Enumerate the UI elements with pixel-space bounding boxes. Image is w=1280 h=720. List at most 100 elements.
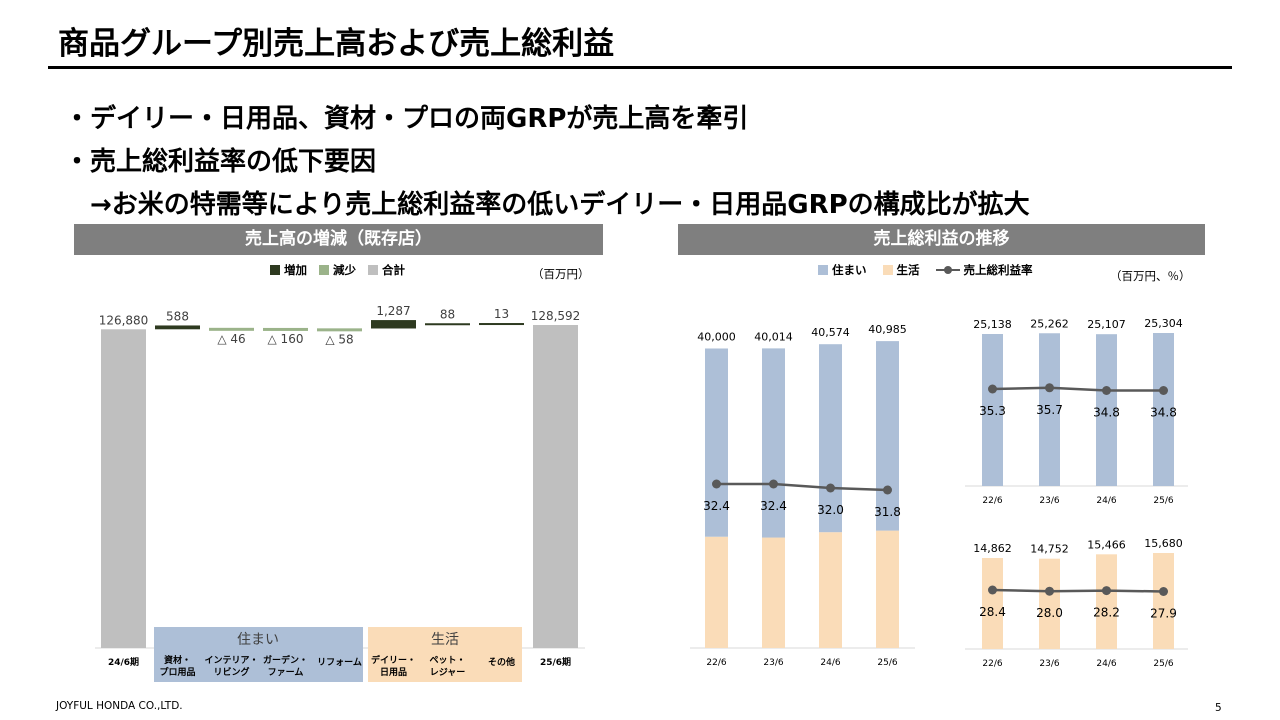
waterfall-data-label: △ 58 <box>325 332 353 346</box>
stacked-rate-label: 31.8 <box>874 505 901 519</box>
sumai-chart-rate-marker <box>1045 383 1054 393</box>
stacked-bar-sumai <box>762 348 785 538</box>
waterfall-category-label: インテリア・ <box>204 655 258 666</box>
waterfall-bar <box>317 328 362 332</box>
seikatsu-chart-bar <box>982 558 1003 649</box>
seikatsu-chart-x-tick-label: 23/6 <box>1039 659 1059 669</box>
legend-rate-line <box>935 266 960 274</box>
waterfall-category-label: プロ用品 <box>159 666 195 678</box>
waterfall-data-label: 588 <box>166 309 189 323</box>
sumai-chart-value-label: 25,138 <box>973 318 1012 331</box>
sumai-chart-rate-label: 34.8 <box>1093 406 1120 420</box>
waterfall-data-label: 13 <box>494 307 509 321</box>
waterfall-category-label: デイリー・ <box>371 654 416 666</box>
waterfall-bar <box>371 320 416 329</box>
sumai-gross-profit-chart: 25,138 22/6 25,262 23/6 25,107 24/6 25,304 25/6… <box>965 317 1188 506</box>
bullet-3: →お米の特需等により売上総利益率の低いデイリー・日用品GRPの構成比が拡大 <box>64 190 1030 220</box>
stacked-bar-sumai <box>705 348 728 537</box>
seikatsu-chart-x-tick-label: 25/6 <box>1153 659 1173 669</box>
legend-sumai-label: 住まい <box>832 263 867 277</box>
seikatsu-chart-rate-label: 27.9 <box>1150 607 1177 621</box>
waterfall-category-label: ペット・ <box>429 655 465 666</box>
seikatsu-chart-value-label: 14,862 <box>973 542 1012 555</box>
left-unit-label: （百万円） <box>532 267 590 281</box>
stacked-rate-line <box>716 482 888 492</box>
seikatsu-chart-rate-marker <box>1159 587 1168 596</box>
sumai-chart-bar <box>982 334 1003 486</box>
sumai-chart-x-tick-label: 22/6 <box>982 496 1002 506</box>
waterfall-bar <box>101 329 146 648</box>
group-label-seikatsu: 生活 <box>431 632 459 648</box>
stacked-bar-sumai <box>819 344 842 533</box>
sumai-chart-bar <box>1039 333 1060 486</box>
group-label-sumai: 住まい <box>237 632 279 648</box>
waterfall-category-label: リフォーム <box>317 657 362 668</box>
left-panel-header: 売上高の増減（既存店） <box>74 224 603 255</box>
title-divider <box>48 66 1232 69</box>
waterfall-bar <box>425 323 470 326</box>
page-title: 商品グループ別売上高および売上総利益 <box>58 26 615 62</box>
seikatsu-chart-rate-line <box>992 588 1164 593</box>
stacked-total-label: 40,000 <box>697 330 736 343</box>
seikatsu-chart-value-label: 15,680 <box>1144 537 1183 550</box>
legend-increase-swatch <box>270 265 280 275</box>
stacked-rate-marker <box>826 483 835 493</box>
right-panel-header: 売上総利益の推移 <box>678 224 1205 255</box>
seikatsu-chart-value-label: 14,752 <box>1030 543 1069 556</box>
stacked-bar-seikatsu <box>762 537 785 648</box>
right-legend: 住まい 生活 売上総利益率 <box>818 262 1033 278</box>
seikatsu-chart-rate-marker <box>1102 586 1111 596</box>
group-band-seikatsu <box>368 627 522 682</box>
stacked-rate-marker <box>712 479 721 489</box>
right-unit-label: （百万円、％） <box>1110 269 1191 283</box>
sumai-chart-rate-marker <box>1102 386 1111 395</box>
legend-decrease-swatch <box>319 265 330 275</box>
sumai-chart-value-label: 25,107 <box>1087 318 1126 331</box>
waterfall-bar <box>155 325 200 330</box>
waterfall-data-label: 1,287 <box>376 304 410 318</box>
legend-increase-label: 増加 <box>284 263 307 277</box>
waterfall-category-label: ガーデン・ <box>263 654 308 666</box>
bullet-1: ・デイリー・日用品、資材・プロの両GRPが売上高を牽引 <box>64 104 749 134</box>
stacked-total-label: 40,574 <box>811 326 850 339</box>
waterfall-bar <box>209 327 254 331</box>
stacked-bar-sumai <box>876 341 899 531</box>
stacked-rate-label: 32.0 <box>817 503 844 517</box>
sumai-chart-value-label: 25,304 <box>1144 317 1183 330</box>
legend-total-swatch <box>368 265 379 275</box>
stacked-total-label: 40,985 <box>868 323 907 336</box>
waterfall-category-label: 日用品 <box>380 667 407 678</box>
sumai-chart-x-tick-label: 23/6 <box>1039 496 1059 506</box>
sumai-chart-rate-label: 34.8 <box>1150 406 1177 420</box>
legend-seikatsu-label: 生活 <box>896 263 920 277</box>
waterfall-legend: 増加 減少 合計 <box>270 262 405 278</box>
legend-rate-label: 売上総利益率 <box>963 263 1033 277</box>
stacked-rate-marker <box>769 479 778 489</box>
seikatsu-chart-x-tick-label: 22/6 <box>982 659 1002 669</box>
stacked-rate-label: 32.4 <box>760 499 787 513</box>
legend-sumai-swatch <box>818 265 828 275</box>
company-footer: JOYFUL HONDA CO.,LTD. <box>56 700 183 712</box>
waterfall-category-label: 25/6期 <box>540 656 571 668</box>
waterfall-category-label: ファーム <box>268 667 304 678</box>
stacked-x-tick-label: 24/6 <box>820 658 840 668</box>
sumai-chart-rate-label: 35.3 <box>979 404 1006 418</box>
waterfall-data-label: 128,592 <box>531 309 581 323</box>
waterfall-category-label: レジャー <box>430 667 466 678</box>
waterfall-chart: 住まい 生活 126,880 24/6期 588 資材・プロ用品 △ 46 インテリア・リビン… <box>95 304 585 682</box>
stacked-rate-label: 32.4 <box>703 499 730 513</box>
waterfall-bar <box>263 327 308 331</box>
sumai-chart-rate-line <box>992 386 1164 392</box>
waterfall-category-label: リビング <box>213 666 249 678</box>
waterfall-bar <box>479 323 524 326</box>
waterfall-bar <box>533 325 578 648</box>
stacked-x-tick-label: 25/6 <box>877 658 897 668</box>
seikatsu-chart-bar <box>1039 558 1060 649</box>
sumai-chart-x-tick-label: 25/6 <box>1153 496 1173 506</box>
sumai-chart-bar <box>1096 334 1117 486</box>
sumai-chart-x-tick-label: 24/6 <box>1096 496 1116 506</box>
bullet-2: ・売上総利益率の低下要因 <box>64 147 377 177</box>
sumai-chart-rate-marker <box>988 384 997 394</box>
seikatsu-chart-rate-label: 28.2 <box>1093 606 1120 620</box>
seikatsu-chart-bar <box>1153 553 1174 649</box>
